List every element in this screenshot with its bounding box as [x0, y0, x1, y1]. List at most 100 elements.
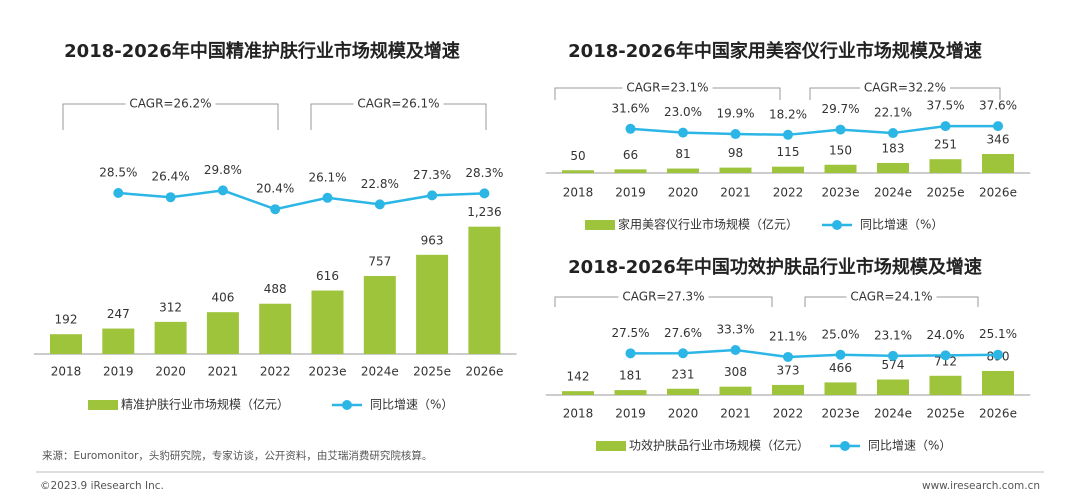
- growth-label: 27.6%: [664, 326, 702, 340]
- bar-value-label: 66: [623, 148, 638, 162]
- bar: [102, 328, 135, 354]
- x-tick-label: 2025e: [927, 407, 965, 421]
- growth-label: 22.8%: [361, 177, 399, 191]
- x-tick-label: 2021: [720, 407, 751, 421]
- growth-label: 37.5%: [926, 99, 964, 113]
- growth-line: [630, 348, 999, 359]
- growth-point: [479, 188, 490, 199]
- growth-label: 33.3%: [716, 323, 754, 337]
- bar-value-label: 616: [316, 269, 339, 283]
- bar: [468, 226, 501, 354]
- cagr-bg: [353, 96, 444, 112]
- bar: [363, 276, 396, 354]
- bar-value-label: 181: [619, 369, 642, 383]
- bar-value-label: 98: [728, 146, 743, 160]
- bar: [259, 303, 292, 354]
- growth-label: 26.4%: [152, 170, 190, 184]
- x-tick-label: 2026e: [979, 407, 1017, 421]
- legend-dot: [840, 441, 850, 451]
- cagr-bg: [622, 80, 713, 96]
- bar-value-label: 312: [159, 300, 182, 314]
- legend-swatch: [88, 400, 118, 410]
- x-tick-label: 2022: [773, 186, 804, 200]
- copyright: ©2023.9 iResearch Inc.: [40, 480, 164, 492]
- growth-label: 25.0%: [821, 327, 859, 341]
- bar-value-label: 231: [672, 367, 695, 381]
- bar-value-label: 247: [107, 307, 130, 321]
- bar: [929, 375, 962, 395]
- bar: [929, 159, 962, 173]
- x-tick-label: 2024e: [361, 365, 399, 379]
- chart-title: 2018-2026年中国精准护肤行业市场规模及增速: [64, 40, 460, 62]
- growth-point: [217, 185, 228, 196]
- x-tick-label: 2022: [773, 407, 804, 421]
- bar-value-label: 1,236: [467, 205, 501, 219]
- chart-title: 2018-2026年中国家用美容仪行业市场规模及增速: [568, 40, 982, 62]
- legend-label: 功效护肤品行业市场规模（亿元）: [629, 438, 809, 453]
- cagr-bg: [846, 289, 937, 305]
- legend-dot: [342, 400, 352, 410]
- x-tick-label: 2018: [563, 407, 594, 421]
- x-tick-label: 2026e: [979, 186, 1017, 200]
- legend-label: 同比增速（%）: [860, 218, 943, 232]
- growth-point: [993, 121, 1003, 132]
- x-tick-label: 2024e: [874, 407, 912, 421]
- bar-value-label: 192: [55, 313, 78, 327]
- growth-point: [374, 199, 385, 210]
- x-tick-label: 2019: [615, 407, 646, 421]
- bar: [562, 391, 594, 395]
- source-note: 来源：Euromonitor，头豹研究院，专家访谈，公开资料，由艾瑞消费研究院核…: [42, 449, 432, 462]
- x-tick-label: 2019: [103, 365, 134, 379]
- cagr-bg: [860, 80, 950, 96]
- bar-value-label: 81: [675, 147, 690, 161]
- bar: [667, 168, 699, 173]
- growth-point: [165, 192, 176, 203]
- legend-label: 精准护肤行业市场规模（亿元）: [121, 397, 289, 412]
- bar-value-label: 757: [368, 255, 391, 269]
- growth-point: [730, 129, 741, 140]
- growth-point: [113, 188, 124, 198]
- growth-point: [322, 192, 333, 203]
- bar-value-label: 574: [882, 358, 905, 372]
- growth-label: 29.8%: [204, 163, 242, 177]
- chart-title: 2018-2026年中国功效护肤品行业市场规模及增速: [568, 256, 982, 278]
- legend-label: 家用美容仪行业市场规模（亿元）: [618, 217, 798, 232]
- x-tick-label: 2023e: [822, 186, 860, 200]
- bar-value-label: 142: [567, 370, 590, 384]
- bar-value-label: 373: [777, 363, 800, 377]
- x-tick-label: 2020: [668, 407, 699, 421]
- growth-label: 28.5%: [99, 166, 137, 180]
- growth-label: 26.1%: [308, 170, 346, 184]
- x-tick-label: 2026e: [465, 365, 503, 379]
- website: www.iresearch.com.cn: [922, 480, 1040, 492]
- bar-value-label: 115: [777, 145, 800, 159]
- bar-value-label: 488: [264, 282, 287, 296]
- bar-value-label: 150: [829, 143, 852, 157]
- bar: [719, 386, 752, 395]
- x-tick-label: 2018: [51, 365, 82, 379]
- growth-point: [678, 348, 688, 359]
- growth-point: [678, 127, 688, 138]
- bar-value-label: 406: [211, 291, 234, 305]
- bar-value-label: 308: [724, 365, 747, 379]
- bar: [206, 312, 239, 354]
- bar-value-label: 466: [829, 361, 852, 375]
- growth-label: 27.3%: [413, 168, 451, 182]
- cagr-label: CAGR=32.2%: [864, 81, 946, 95]
- legend-swatch: [596, 441, 626, 451]
- bar-value-label: 712: [934, 354, 957, 368]
- cagr-label: CAGR=27.3%: [622, 290, 704, 304]
- x-tick-label: 2022: [260, 365, 291, 379]
- growth-label: 28.3%: [465, 166, 503, 180]
- legend-swatch: [585, 220, 615, 230]
- x-tick-label: 2025e: [413, 365, 451, 379]
- x-tick-label: 2024e: [874, 186, 912, 200]
- bar: [982, 153, 1014, 173]
- growth-point: [835, 349, 846, 360]
- x-tick-label: 2025e: [927, 186, 965, 200]
- growth-label: 21.1%: [769, 329, 807, 343]
- growth-label: 23.0%: [664, 105, 702, 119]
- bar: [311, 290, 344, 354]
- bar: [154, 321, 187, 354]
- cagr-label: CAGR=23.1%: [626, 81, 708, 95]
